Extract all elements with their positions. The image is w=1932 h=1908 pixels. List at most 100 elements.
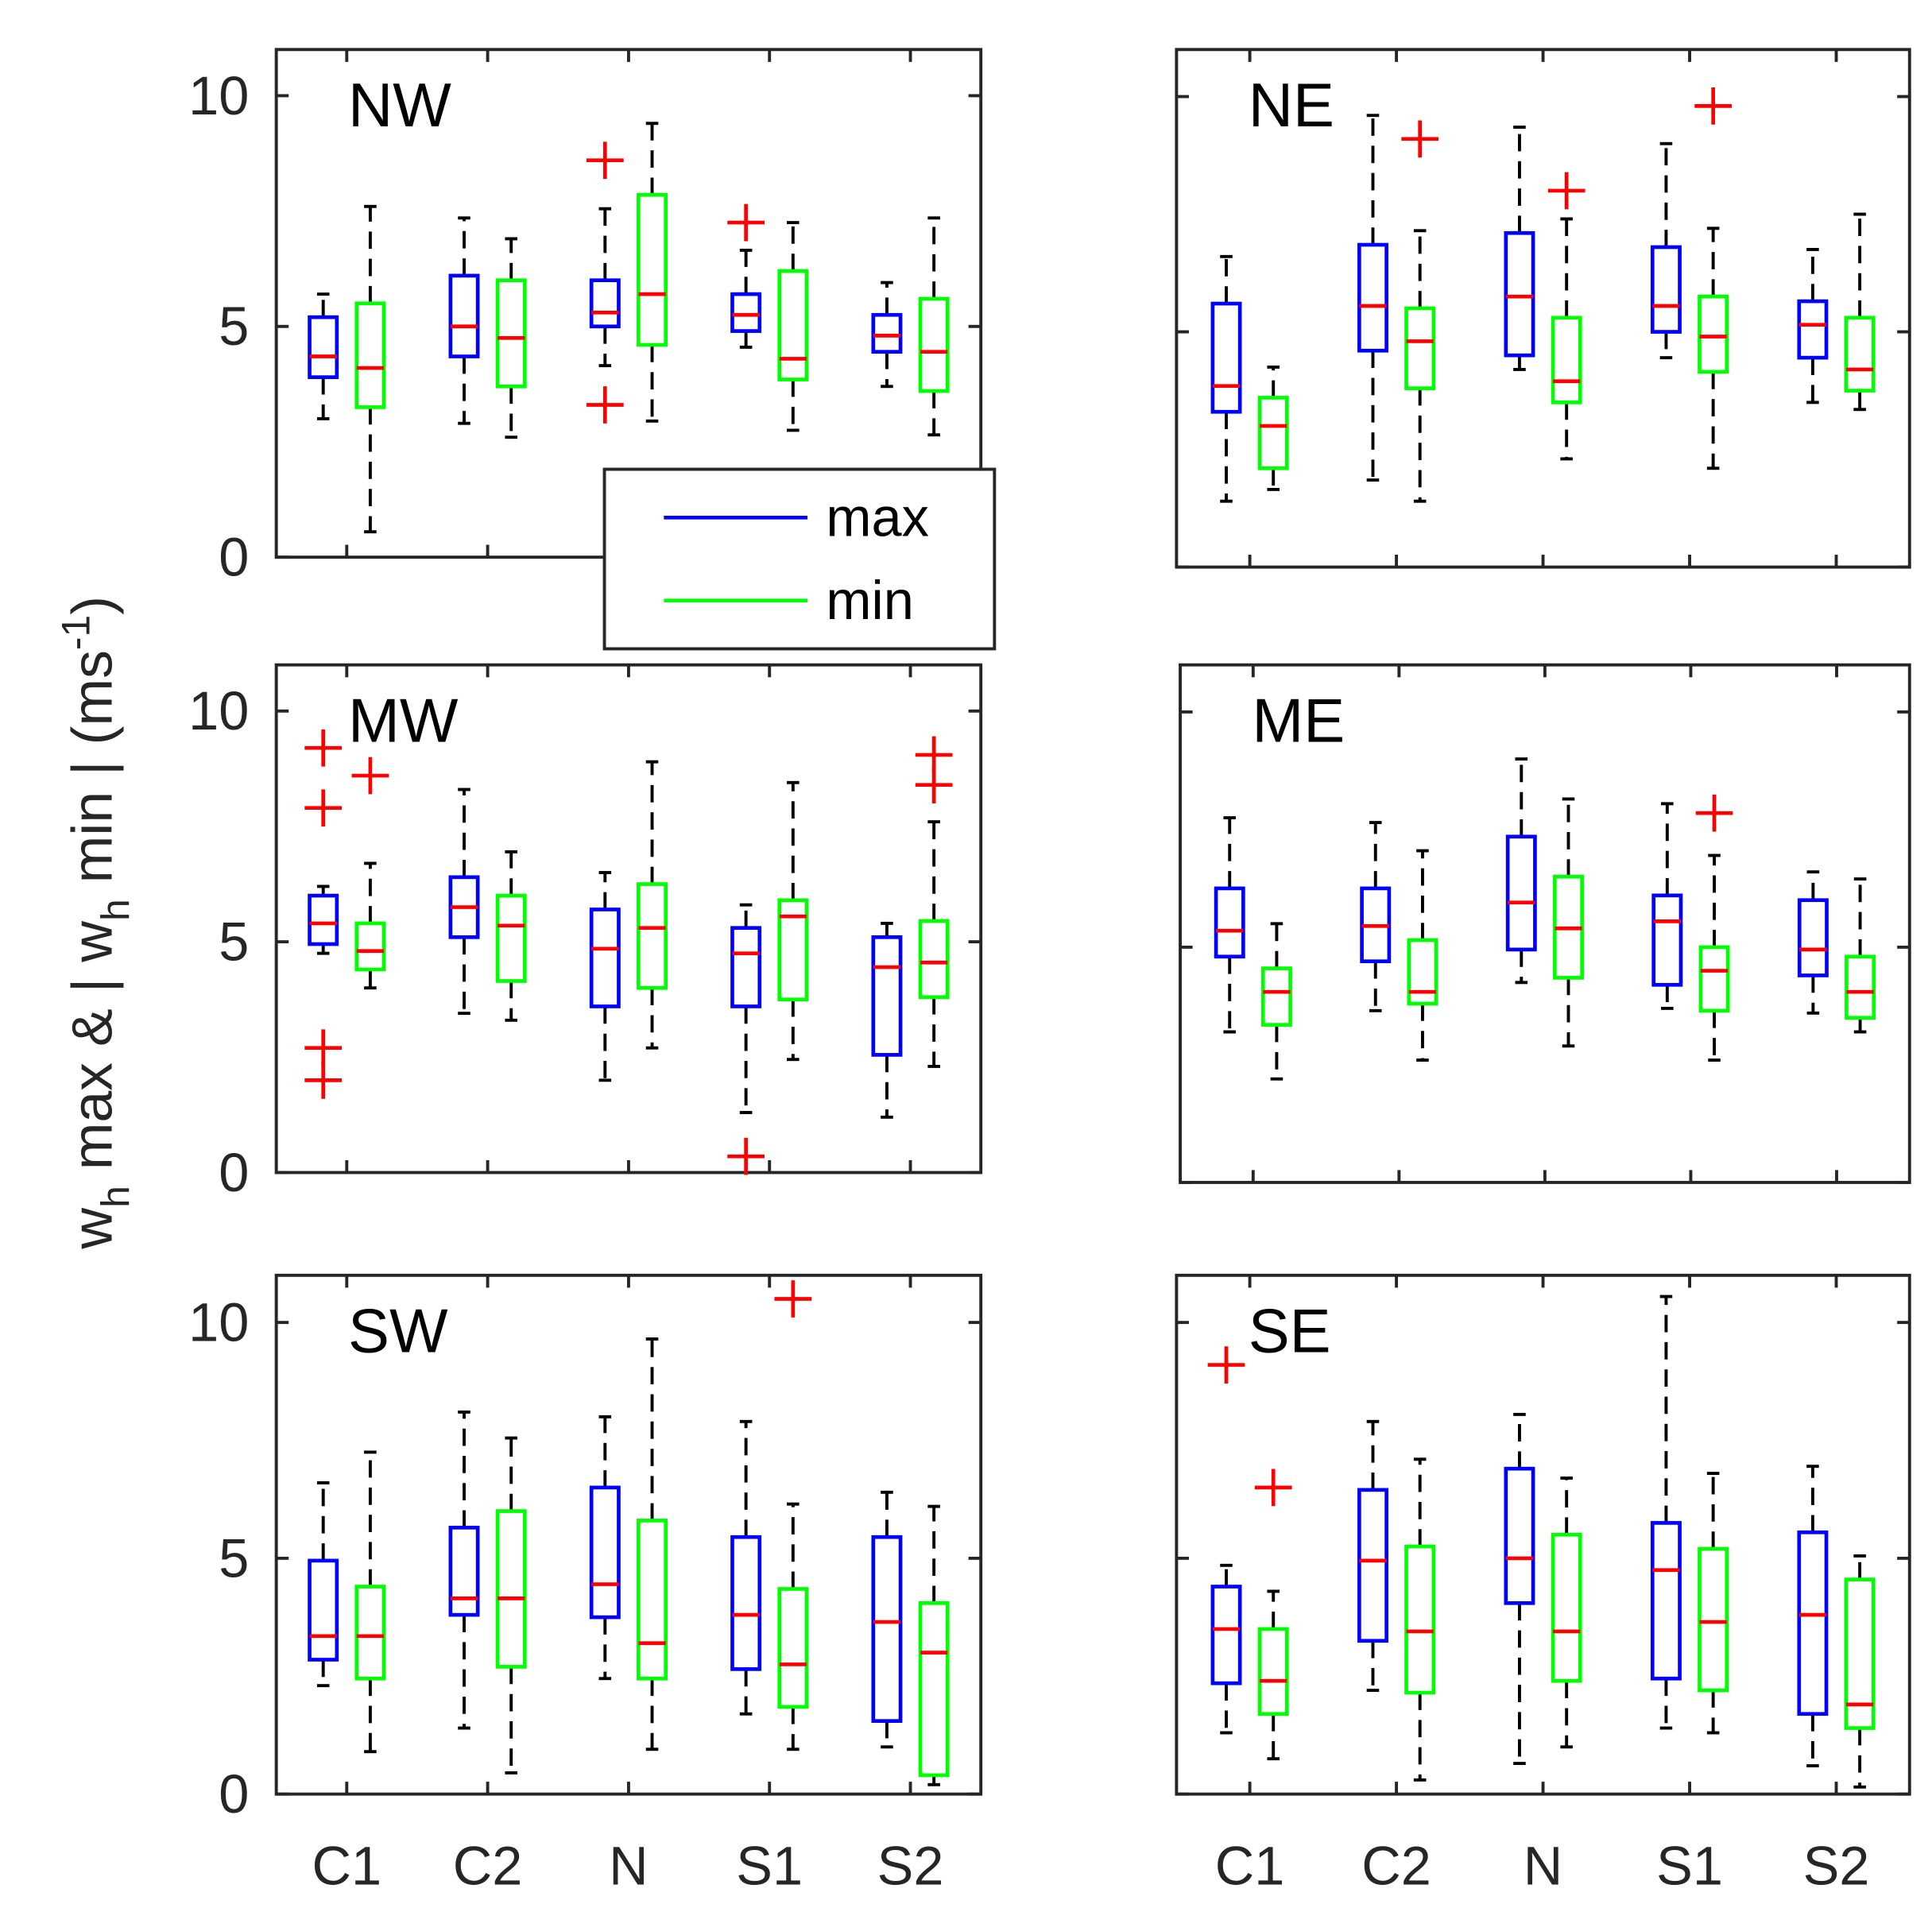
iqr-box xyxy=(308,893,339,946)
iqr-box xyxy=(448,273,480,358)
outlier-marker xyxy=(727,203,765,242)
box-min-c1 xyxy=(354,204,386,534)
iqr-box xyxy=(1797,898,1829,977)
iqr-box xyxy=(495,278,527,389)
box-min-n xyxy=(637,760,668,1050)
y-tick-label: 0 xyxy=(219,527,249,588)
outlier-marker xyxy=(304,1061,343,1099)
x-tick-label: S1 xyxy=(736,1835,803,1896)
box-min-c1 xyxy=(1260,922,1292,1081)
box-min-c2 xyxy=(495,237,527,439)
iqr-box xyxy=(448,1525,480,1617)
iqr-box xyxy=(637,882,668,990)
panel-me: ME xyxy=(1179,663,1911,1184)
box-min-s1 xyxy=(777,780,809,1062)
panel-title: MW xyxy=(348,685,459,755)
outlier-marker xyxy=(1694,87,1733,125)
panel-sw: 0 5 10 C1 C2 N S1 S2 SW xyxy=(188,1273,983,1896)
box-min-n xyxy=(637,1337,668,1751)
iqr-box xyxy=(1650,245,1682,334)
iqr-box xyxy=(637,1519,668,1681)
panel-title: SW xyxy=(348,1295,448,1365)
iqr-box xyxy=(1257,1627,1289,1716)
box-max-c2 xyxy=(448,788,480,1016)
box-max-c2 xyxy=(1357,1419,1388,1693)
iqr-box xyxy=(1504,1466,1535,1605)
box-min-n xyxy=(1551,1476,1582,1749)
box-min-c1 xyxy=(351,757,389,990)
iqr-box xyxy=(1257,396,1289,470)
panel-title: NW xyxy=(348,70,451,140)
x-tick-label: N xyxy=(1524,1835,1563,1896)
outlier-marker xyxy=(586,141,624,180)
box-max-c1 xyxy=(1210,254,1242,503)
iqr-box xyxy=(495,893,527,983)
outlier-marker xyxy=(774,1280,812,1318)
iqr-box xyxy=(308,1558,339,1662)
box-min-n xyxy=(1547,172,1585,461)
iqr-box xyxy=(354,921,386,972)
iqr-box xyxy=(1698,294,1729,374)
outlier-marker xyxy=(586,386,624,424)
iqr-box xyxy=(495,1509,527,1669)
legend-box xyxy=(602,467,997,651)
box-max-s1 xyxy=(727,203,765,349)
box-min-c2 xyxy=(1404,1457,1436,1782)
x-tick-label: C1 xyxy=(312,1835,381,1896)
box-max-c1 xyxy=(1207,1346,1245,1735)
iqr-box xyxy=(730,1535,762,1671)
outlier-marker xyxy=(304,789,343,827)
iqr-box xyxy=(354,301,386,409)
iqr-box xyxy=(1404,1544,1436,1695)
y-tick-label: 0 xyxy=(219,1763,249,1825)
iqr-box xyxy=(1797,299,1829,360)
box-max-c1 xyxy=(304,729,343,1099)
box-max-s2 xyxy=(1797,870,1829,1015)
x-tick-label: S2 xyxy=(877,1835,944,1896)
y-tick-label: 5 xyxy=(219,911,249,973)
iqr-box xyxy=(1844,315,1876,393)
iqr-box xyxy=(308,315,339,379)
box-max-s2 xyxy=(871,1490,903,1749)
box-max-n xyxy=(586,141,624,424)
box-min-c1 xyxy=(1254,1469,1292,1761)
outlier-marker xyxy=(1207,1346,1245,1384)
box-max-s1 xyxy=(1650,141,1682,360)
iqr-box xyxy=(637,192,668,347)
legend-label-max: max xyxy=(826,487,929,548)
box-min-s1 xyxy=(774,1280,812,1751)
box-max-c2 xyxy=(448,216,480,425)
iqr-box xyxy=(871,312,903,354)
box-min-c2 xyxy=(1407,849,1438,1062)
outlier-marker xyxy=(727,1137,765,1175)
panels: 0 5 10 NW NE 0 5 10 MW ME 0 5 10 C1 C2 N S1 S2 SW C1 C2 N S1 S2… xyxy=(188,48,1911,1896)
box-max-c2 xyxy=(1360,821,1392,1012)
box-max-n xyxy=(589,871,621,1082)
y-tick-label: 10 xyxy=(188,680,249,741)
x-tick-label: C1 xyxy=(1215,1835,1285,1896)
box-min-s2 xyxy=(1844,212,1876,412)
box-max-s1 xyxy=(727,903,765,1175)
box-min-c2 xyxy=(1401,120,1439,503)
iqr-box xyxy=(777,269,809,381)
panel-mw: 0 5 10 MW xyxy=(188,663,983,1203)
iqr-box xyxy=(1260,966,1292,1027)
iqr-box xyxy=(1214,886,1245,959)
iqr-box xyxy=(1845,954,1876,1020)
iqr-box xyxy=(1505,834,1537,952)
box-max-n xyxy=(589,1415,621,1681)
iqr-box xyxy=(354,1585,386,1681)
panel-se: C1 C2 N S1 S2 SE xyxy=(1175,1273,1911,1896)
legend-label-min: min xyxy=(826,570,913,631)
outlier-marker xyxy=(304,1029,343,1067)
box-min-c1 xyxy=(1257,366,1289,491)
iqr-box xyxy=(1210,1585,1242,1685)
box-max-n xyxy=(1504,1412,1535,1766)
box-max-n xyxy=(1505,757,1537,985)
box-max-n xyxy=(1504,126,1535,371)
box-min-s2 xyxy=(1845,877,1876,1034)
box-max-s1 xyxy=(1650,1295,1682,1730)
outlier-marker xyxy=(1695,794,1733,832)
outlier-marker xyxy=(1401,120,1439,158)
iqr-box xyxy=(1551,315,1582,404)
